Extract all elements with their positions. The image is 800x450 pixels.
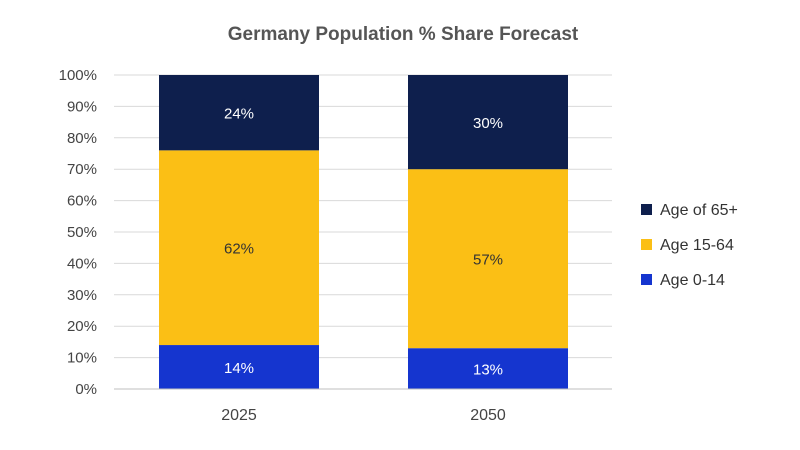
legend-swatch [641, 239, 652, 250]
data-label: 14% [224, 360, 254, 377]
bar-segment [159, 75, 319, 151]
y-tick-label: 10% [67, 350, 97, 367]
chart-title: Germany Population % Share Forecast [227, 24, 579, 45]
bar-segment [408, 348, 568, 389]
x-tick-label: 2025 [221, 407, 257, 424]
bar-segment [408, 169, 568, 349]
bar-segment [408, 75, 568, 170]
y-tick-label: 50% [67, 224, 97, 241]
legend-swatch [641, 204, 652, 215]
data-label: 30% [473, 115, 503, 132]
legend-swatch [641, 274, 652, 285]
legend-label: Age 0-14 [660, 272, 725, 289]
y-tick-label: 60% [67, 193, 97, 210]
y-tick-label: 90% [67, 98, 97, 115]
y-tick-label: 30% [67, 287, 97, 304]
y-tick-label: 70% [67, 161, 97, 178]
y-tick-label: 80% [67, 130, 97, 147]
bar-segment [159, 345, 319, 389]
data-label: 57% [473, 252, 503, 269]
x-tick-label: 2050 [470, 407, 506, 424]
legend-label: Age of 65+ [660, 202, 738, 219]
y-tick-label: 100% [59, 67, 97, 84]
y-tick-label: 0% [75, 381, 97, 398]
y-tick-label: 40% [67, 255, 97, 272]
y-tick-label: 20% [67, 318, 97, 335]
data-label: 24% [224, 106, 254, 123]
data-label: 62% [224, 241, 254, 258]
bar-segment [159, 150, 319, 346]
legend-label: Age 15-64 [660, 237, 734, 254]
data-label: 13% [473, 362, 503, 379]
